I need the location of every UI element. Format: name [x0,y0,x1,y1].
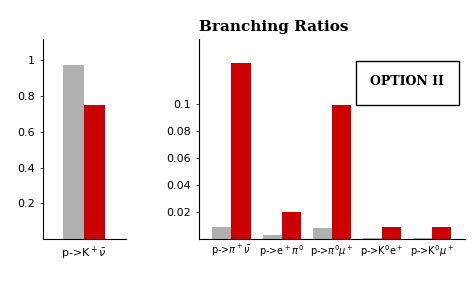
Bar [432,227,451,239]
Bar [282,212,301,239]
Text: Branching Ratios: Branching Ratios [199,19,348,33]
Bar [363,238,382,239]
Bar [263,235,282,239]
Bar [84,105,105,239]
Text: OPTION II: OPTION II [371,75,444,89]
Bar [231,63,251,239]
Bar [63,65,84,239]
Bar [313,228,332,239]
Bar [212,227,231,239]
Bar [382,227,401,239]
Bar [413,238,432,239]
FancyBboxPatch shape [356,61,459,105]
Bar [332,105,351,239]
